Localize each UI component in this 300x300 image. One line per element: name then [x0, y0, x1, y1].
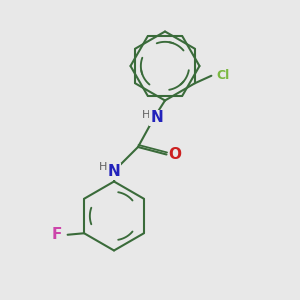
Text: F: F [52, 227, 62, 242]
Text: O: O [168, 147, 182, 162]
Text: H: H [142, 110, 150, 120]
Text: N: N [108, 164, 120, 179]
Text: Cl: Cl [217, 69, 230, 82]
Text: H: H [99, 162, 107, 172]
Text: N: N [150, 110, 163, 125]
